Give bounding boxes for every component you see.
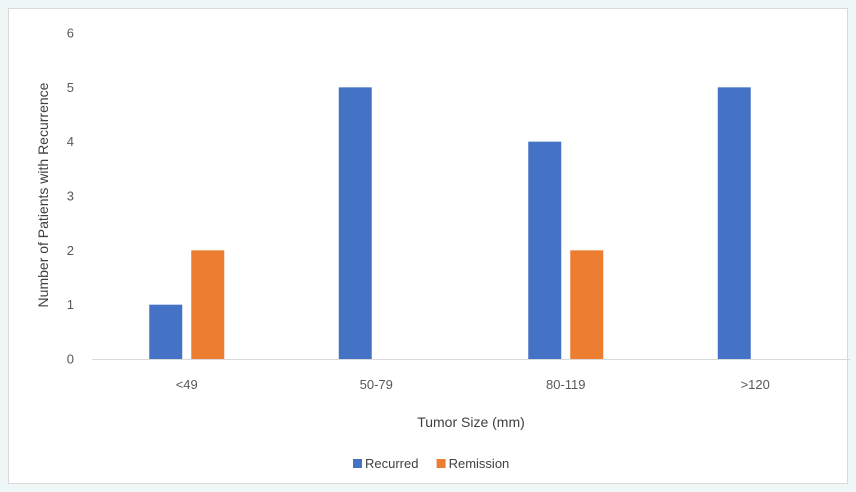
bar-remission-0	[191, 250, 225, 359]
x-tick-label: <49	[176, 377, 198, 392]
bar-recurred-1	[338, 87, 372, 359]
y-tick-label: 2	[67, 243, 74, 258]
legend-swatch-recurred	[353, 459, 362, 468]
x-tick-label: 80-119	[546, 377, 586, 392]
y-tick-label: 1	[67, 297, 74, 312]
legend-label-remission: Remission	[449, 456, 510, 471]
bars	[149, 87, 751, 359]
y-tick-label: 4	[67, 134, 74, 149]
bar-remission-2	[570, 250, 604, 359]
y-axis-title: Number of Patients with Recurrence	[35, 82, 51, 307]
legend-swatch-remission	[436, 459, 446, 468]
x-axis-ticks: <49 50-79 80-119 >120	[176, 377, 770, 392]
legend: Recurred Remission	[353, 456, 509, 471]
y-axis-ticks: 0 1 2 3 4 5 6	[67, 26, 74, 367]
bar-recurred-2	[528, 141, 562, 359]
x-axis-title: Tumor Size (mm)	[417, 414, 525, 430]
legend-label-recurred: Recurred	[365, 456, 418, 471]
chart-frame	[8, 8, 848, 484]
bar-recurred-3	[717, 87, 751, 359]
y-tick-label: 5	[67, 80, 74, 95]
bar-recurred-0	[149, 304, 183, 359]
x-tick-label: >120	[741, 377, 770, 392]
y-tick-label: 0	[67, 352, 74, 367]
x-tick-label: 50-79	[360, 377, 393, 392]
y-tick-label: 6	[67, 26, 74, 41]
y-tick-label: 3	[67, 189, 74, 204]
